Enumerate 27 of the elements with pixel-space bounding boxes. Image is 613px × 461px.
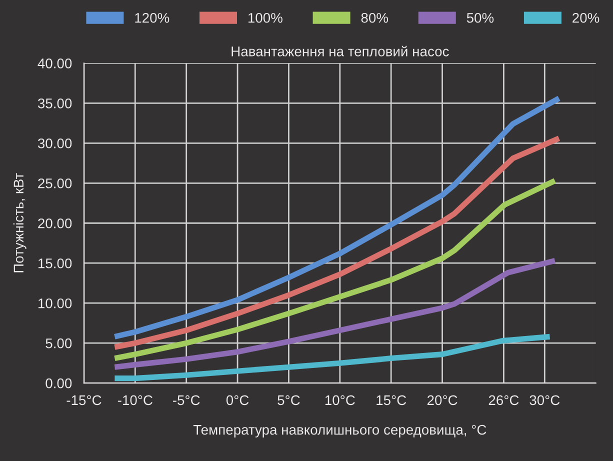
x-tick-label: 20°C — [427, 395, 458, 406]
y-axis-title: Потужність, кВт — [13, 173, 26, 272]
y-tick-label: 5.00 — [46, 338, 72, 348]
x-tick-label: 0°C — [226, 395, 249, 406]
x-tick-label: 15°C — [376, 395, 406, 406]
legend-label: 20% — [572, 12, 600, 23]
chart-title: Навантаження на тепловий насос — [232, 46, 449, 56]
y-tick-label: 0.00 — [46, 378, 72, 388]
x-tick-label: 5°C — [278, 395, 300, 406]
y-tick-label: 25.00 — [38, 178, 72, 188]
x-tick-label: 30°C — [530, 395, 560, 406]
y-tick-label: 35.00 — [38, 98, 72, 108]
y-tick-label: 20.00 — [38, 218, 72, 228]
legend-label: 100% — [248, 12, 282, 23]
y-tick-label: 40.00 — [38, 58, 72, 68]
x-tick-label: -15°C — [66, 395, 102, 406]
legend-label: 50% — [466, 12, 494, 23]
x-tick-label: -10°C — [118, 395, 152, 406]
y-tick-label: 15.00 — [38, 258, 72, 268]
y-tick-label: 30.00 — [38, 138, 72, 148]
x-tick-label: -5°C — [173, 395, 200, 406]
x-axis-title: Температура навколишнього середовища, °C — [193, 424, 486, 438]
x-tick-label: 10°C — [325, 395, 355, 406]
x-tick-label: 26°C — [488, 395, 519, 406]
legend-label: 120% — [135, 12, 170, 23]
legend-label: 80% — [361, 12, 388, 23]
y-tick-label: 10.00 — [38, 298, 72, 308]
